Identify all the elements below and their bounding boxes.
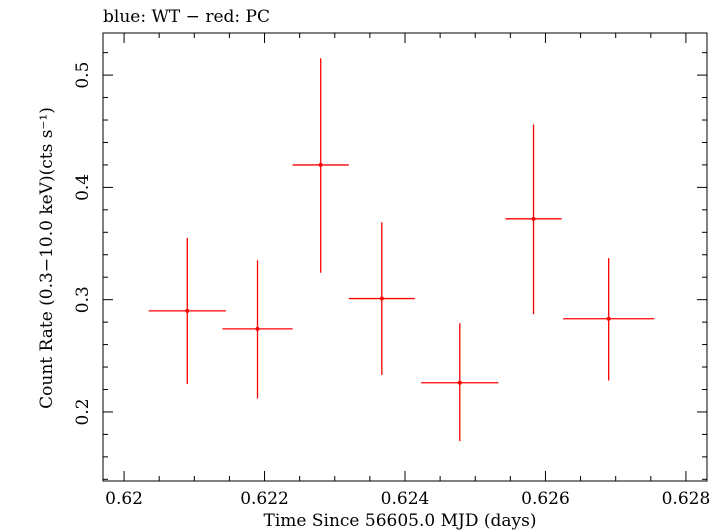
data-point-group (222, 260, 293, 399)
y-tick-label: 0.4 (73, 174, 93, 201)
y-tick-label: 0.2 (73, 398, 93, 425)
x-tick-label: 0.628 (662, 489, 711, 509)
data-point-group (505, 124, 562, 315)
data-point (606, 316, 611, 321)
chart-title: blue: WT − red: PC (103, 7, 270, 27)
data-point (255, 326, 260, 331)
data-point (185, 308, 190, 313)
x-tick-label: 0.62 (105, 489, 143, 509)
y-axis-ticks: 0.2 0.3 0.4 0.5 (73, 52, 707, 480)
data-point (379, 296, 384, 301)
data-point (318, 162, 323, 167)
data-point-group (148, 237, 226, 384)
x-tick-label: 0.624 (381, 489, 430, 509)
x-axis-label: Time Since 56605.0 MJD (days) (264, 511, 537, 531)
x-tick-label: 0.626 (521, 489, 570, 509)
data-point-group (421, 323, 499, 442)
y-axis-label: Count Rate (0.3−10.0 keV)(cts s⁻¹) (37, 107, 57, 409)
y-tick-label: 0.3 (73, 286, 93, 313)
y-tick-label: 0.5 (73, 62, 93, 89)
data-series (148, 58, 655, 442)
data-point-group (292, 58, 349, 273)
x-tick-label: 0.622 (240, 489, 289, 509)
x-axis-ticks: 0.62 0.622 0.624 0.626 0.628 (105, 33, 710, 509)
data-point (457, 380, 462, 385)
data-point-group (348, 222, 415, 375)
plot-frame (102, 32, 708, 482)
data-point (531, 216, 536, 221)
data-point-group (563, 258, 655, 381)
